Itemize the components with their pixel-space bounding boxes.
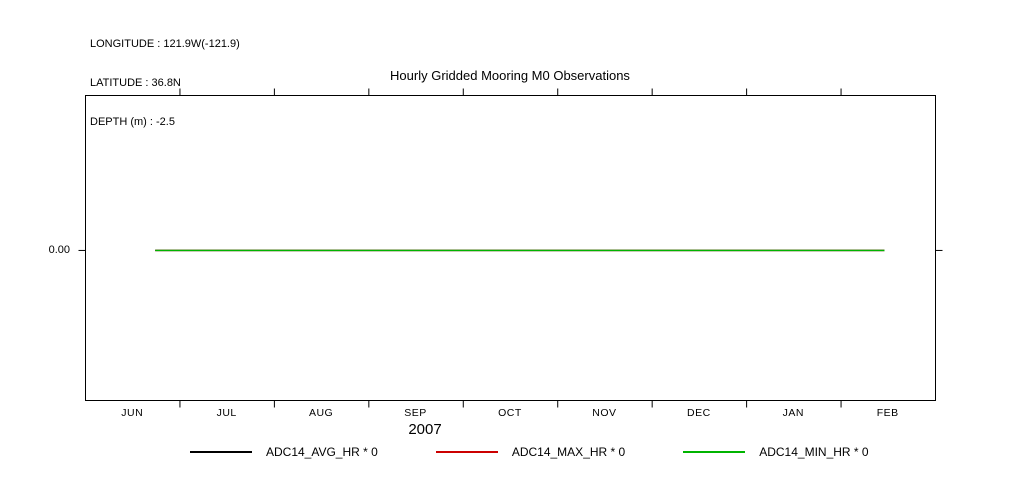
x-axis-labels: JUN JUL AUG SEP OCT NOV DEC JAN FEB bbox=[85, 407, 935, 419]
x-tick-label: FEB bbox=[876, 407, 899, 419]
legend-line-swatch bbox=[683, 451, 746, 453]
legend: ADC14_AVG_HR * 0 ADC14_MAX_HR * 0 ADC14_… bbox=[190, 444, 869, 460]
legend-item: ADC14_MAX_HR * 0 bbox=[435, 445, 626, 459]
x-tick-label: JUN bbox=[121, 407, 144, 419]
x-tick-label: JUL bbox=[216, 407, 237, 419]
x-tick-label: AUG bbox=[308, 407, 334, 419]
legend-item: ADC14_AVG_HR * 0 bbox=[190, 445, 378, 459]
longitude-label: LONGITUDE : 121.9W(-121.9) bbox=[90, 38, 240, 50]
latitude-label: LATITUDE : 36.8N bbox=[90, 77, 181, 89]
x-tick-label: NOV bbox=[592, 407, 617, 419]
legend-line-swatch bbox=[190, 451, 252, 453]
x-axis-year-label: 2007 bbox=[408, 421, 442, 438]
legend-label: ADC14_AVG_HR * 0 bbox=[266, 445, 378, 459]
station-info-block: LONGITUDE : 121.9W(-121.9) LATITUDE : 36… bbox=[90, 12, 240, 155]
legend-label: ADC14_MAX_HR * 0 bbox=[511, 445, 626, 459]
x-tick-label: SEP bbox=[404, 407, 427, 419]
legend-label: ADC14_MIN_HR * 0 bbox=[759, 445, 869, 459]
plot-border bbox=[85, 95, 936, 401]
legend-line-swatch bbox=[435, 451, 498, 453]
x-tick-label: JAN bbox=[782, 407, 804, 419]
legend-item: ADC14_MIN_HR * 0 bbox=[683, 445, 869, 459]
plot-canvas bbox=[78, 88, 943, 408]
x-tick-label: OCT bbox=[498, 407, 522, 419]
depth-label: DEPTH (m) : -2.5 bbox=[90, 116, 175, 128]
x-tick-label: DEC bbox=[687, 407, 711, 419]
chart-title: Hourly Gridded Mooring M0 Observations bbox=[390, 68, 630, 83]
y-tick-label: 0.00 bbox=[48, 244, 70, 256]
